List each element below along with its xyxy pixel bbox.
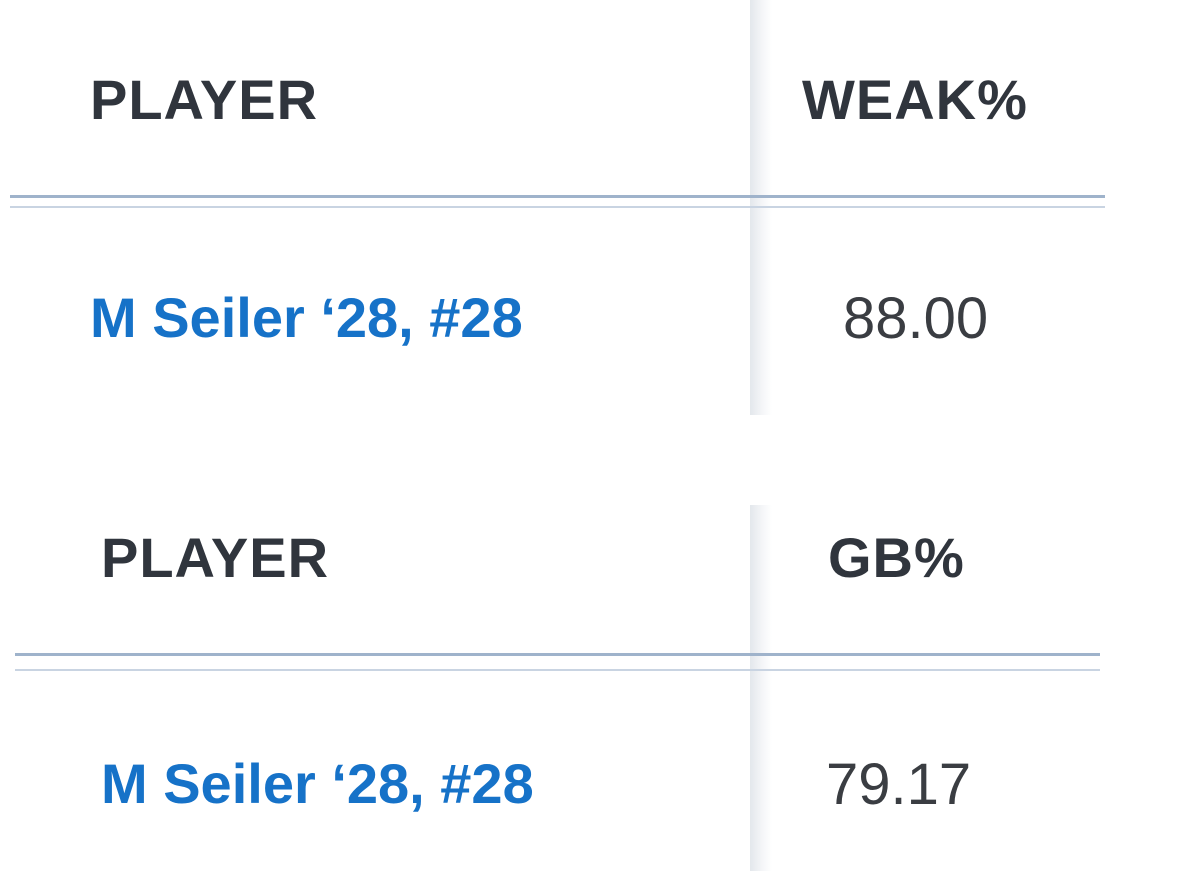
stats-table: PLAYER WEAK% M Seiler ‘28, #28 88.00: [10, 0, 1105, 415]
stat-value: 88.00: [843, 286, 989, 351]
stat-value: 79.17: [826, 752, 972, 817]
column-header: PLAYER: [90, 68, 319, 131]
header-rule: [10, 195, 1105, 198]
header-rule: [10, 206, 1105, 208]
player-link[interactable]: M Seiler ‘28, #28: [90, 286, 523, 349]
header-rule: [15, 669, 1100, 671]
column-header: GB%: [828, 526, 965, 589]
column-header: WEAK%: [802, 68, 1028, 131]
column-shadow: [750, 505, 772, 871]
column-header: PLAYER: [101, 526, 330, 589]
player-link[interactable]: M Seiler ‘28, #28: [101, 752, 534, 815]
stats-table: PLAYER GB% M Seiler ‘28, #28 79.17: [15, 505, 1100, 871]
header-rule: [15, 653, 1100, 656]
